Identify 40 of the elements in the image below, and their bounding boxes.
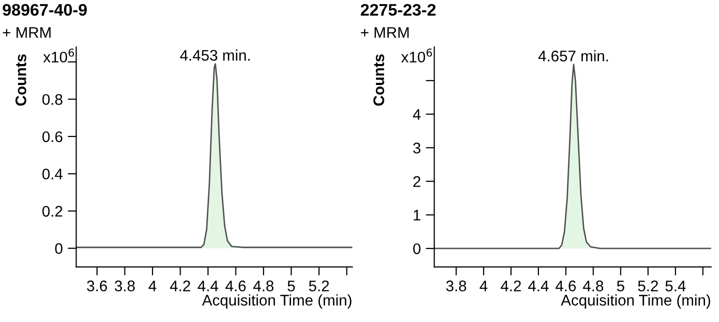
- text: x10$^{6}$: [401, 48, 432, 63]
- y-tick-label: 0: [413, 243, 420, 254]
- x-tick-label: 5.2: [309, 280, 329, 292]
- chart-title: 98967-40-9: [2, 4, 87, 16]
- y-tick-label: 4: [412, 109, 421, 120]
- x-tick-label: 4.6: [556, 280, 576, 292]
- x-tick-label: 4: [148, 280, 156, 292]
- y-tick-label: 2: [413, 176, 420, 187]
- y-tick-label: 3: [413, 142, 420, 154]
- chart-title: 2275-23-2: [360, 4, 436, 16]
- y-tick-label: 0.2: [42, 206, 62, 217]
- x-tick-label: 4.2: [170, 280, 190, 292]
- y-tick-label: 0.6: [42, 131, 62, 142]
- x-tick-label: 3.8: [446, 280, 466, 292]
- y-tick-label: 0: [55, 243, 62, 254]
- y-tick-label: 0.4: [42, 168, 63, 180]
- x-tick-label: 5: [288, 280, 295, 292]
- x-tick-label: 4.4: [198, 280, 218, 292]
- y-axis-title: Counts: [373, 54, 384, 106]
- x-tick-label: 3.6: [86, 280, 107, 292]
- text: x10$^{6}$: [43, 48, 74, 63]
- y-axis-title: Counts: [15, 54, 26, 106]
- x-tick-label: 4.8: [253, 280, 274, 292]
- text: + MRM: [2, 27, 51, 38]
- text: + MRM: [360, 27, 409, 38]
- x-tick-label: 4: [480, 280, 488, 292]
- x-tick-label: 4.2: [500, 280, 521, 292]
- annotation: 4.453 min.: [180, 50, 250, 61]
- x-tick-label: 5.2: [638, 280, 658, 292]
- x-axis-title: Acquisition Time (min): [560, 294, 710, 309]
- y-tick-label: 0.8: [42, 94, 62, 105]
- x-tick-label: 5.4: [665, 280, 686, 292]
- x-axis-title: Acquisition Time (min): [202, 294, 352, 309]
- annotation: 4.657 min.: [538, 50, 608, 62]
- x-tick-label: 3.8: [114, 280, 135, 292]
- x-tick-label: 4.4: [528, 280, 549, 292]
- x-tick-label: 5: [617, 280, 624, 292]
- x-tick-label: 4.6: [226, 280, 246, 292]
- y-tick-label: 1: [414, 210, 420, 220]
- x-tick-label: 4.8: [582, 280, 604, 292]
